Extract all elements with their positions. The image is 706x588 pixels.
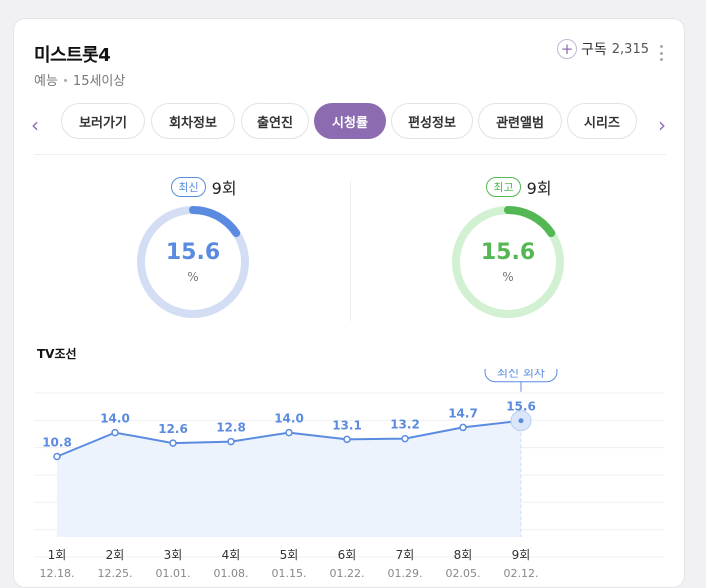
genre-label: 예능 <box>34 74 58 89</box>
series-area <box>57 420 521 537</box>
subscriber-count: 2,315 <box>611 41 649 57</box>
ring-progress <box>189 206 241 238</box>
best-value: 15.6 <box>480 240 536 265</box>
tab-schedule[interactable]: 편성정보 <box>391 103 473 139</box>
date-tick: 01.15. <box>272 567 307 580</box>
tab-ratings[interactable]: 시청률 <box>314 103 386 139</box>
best-badge: 최고 <box>486 177 521 197</box>
data-point[interactable] <box>401 434 409 443</box>
data-label: 14.7 <box>448 406 478 420</box>
best-rating: 최고 9회 15.6 % <box>449 175 589 318</box>
tab-next-icon[interactable]: › <box>658 113 666 137</box>
latest-episode: 9회 <box>211 179 237 198</box>
episode-tick: 3회 <box>164 548 183 562</box>
best-unit: % <box>502 270 514 284</box>
section-divider <box>34 154 666 155</box>
latest-ring-graphic <box>137 206 249 318</box>
data-label: 14.0 <box>274 412 304 426</box>
data-point[interactable] <box>343 435 351 444</box>
data-label: 15.6 <box>506 400 536 414</box>
episode-tick: 2회 <box>106 548 125 562</box>
latest-value: 15.6 <box>165 240 221 265</box>
date-tick: 01.01. <box>156 567 191 580</box>
latest-rating: 최신 9회 15.6 % <box>134 175 274 318</box>
latest-rating-ring: 15.6 % <box>135 204 251 320</box>
tab-watch[interactable]: 보러가기 <box>61 103 145 139</box>
meta-separator <box>63 78 67 82</box>
episode-tick: 6회 <box>338 548 357 562</box>
date-tick: 02.05. <box>446 567 481 580</box>
tab-cast[interactable]: 출연진 <box>241 103 309 139</box>
best-episode: 9회 <box>526 179 552 198</box>
program-title: 미스트롯4 <box>34 45 111 66</box>
data-label: 12.8 <box>216 421 246 435</box>
ratings-chart: 10.8 1회 12.18. 14.0 2회 12.25. 12.6 3회 01.01. 12.8… <box>34 369 664 580</box>
tab-prev-icon[interactable]: ‹ <box>31 113 39 137</box>
data-label: 14.0 <box>100 412 130 426</box>
tab-series[interactable]: 시리즈 <box>567 103 637 139</box>
data-label: 12.6 <box>158 422 188 436</box>
subscribe-button[interactable]: + 구독 2,315 <box>557 39 649 59</box>
tab-bar: ‹ 보러가기 회차정보 출연진 시청률 편성정보 관련앨범 시리즈 › <box>14 97 684 155</box>
data-label: 10.8 <box>42 435 72 449</box>
tab-albums[interactable]: 관련앨범 <box>478 103 562 139</box>
channel-name: TV조선 <box>37 347 77 361</box>
episode-tick: 1회 <box>48 548 67 562</box>
date-tick: 01.22. <box>330 567 365 580</box>
episode-tick: 8회 <box>454 548 473 562</box>
data-point[interactable] <box>169 439 177 447</box>
plus-icon: + <box>557 39 577 59</box>
date-tick: 12.18. <box>40 567 75 580</box>
data-point[interactable] <box>53 452 61 461</box>
latest-badge: 최신 <box>171 177 206 197</box>
data-point[interactable] <box>518 418 524 424</box>
program-meta: 예능 15세이상 <box>34 70 125 89</box>
ring-progress <box>504 206 556 238</box>
date-tick: 02.12. <box>504 567 539 580</box>
data-point[interactable] <box>285 428 293 437</box>
date-tick: 01.29. <box>388 567 423 580</box>
more-options-icon[interactable] <box>659 45 663 61</box>
program-card: 미스트롯4 예능 15세이상 + 구독 2,315 ‹ 보러가기 회차정보 출연진… <box>13 18 685 588</box>
age-rating: 15세이상 <box>72 74 126 89</box>
callout-label: 최신 회차 <box>497 369 545 380</box>
episode-tick: 7회 <box>396 548 415 562</box>
best-ring-graphic <box>452 206 564 318</box>
subscribe-label: 구독 <box>581 42 607 58</box>
episode-tick: 9회 <box>512 548 531 562</box>
best-rating-ring: 15.6 % <box>450 204 566 320</box>
date-tick: 01.08. <box>214 567 249 580</box>
data-point[interactable] <box>459 423 467 432</box>
date-tick: 12.25. <box>98 567 133 580</box>
data-label: 13.2 <box>390 418 420 432</box>
stat-divider <box>350 181 351 321</box>
episode-tick: 4회 <box>222 548 241 562</box>
tab-episode-info[interactable]: 회차정보 <box>151 103 235 139</box>
episode-tick: 5회 <box>280 548 299 562</box>
data-label: 13.1 <box>332 418 362 432</box>
data-point[interactable] <box>227 437 235 446</box>
data-point[interactable] <box>111 428 119 437</box>
latest-unit: % <box>187 270 199 284</box>
